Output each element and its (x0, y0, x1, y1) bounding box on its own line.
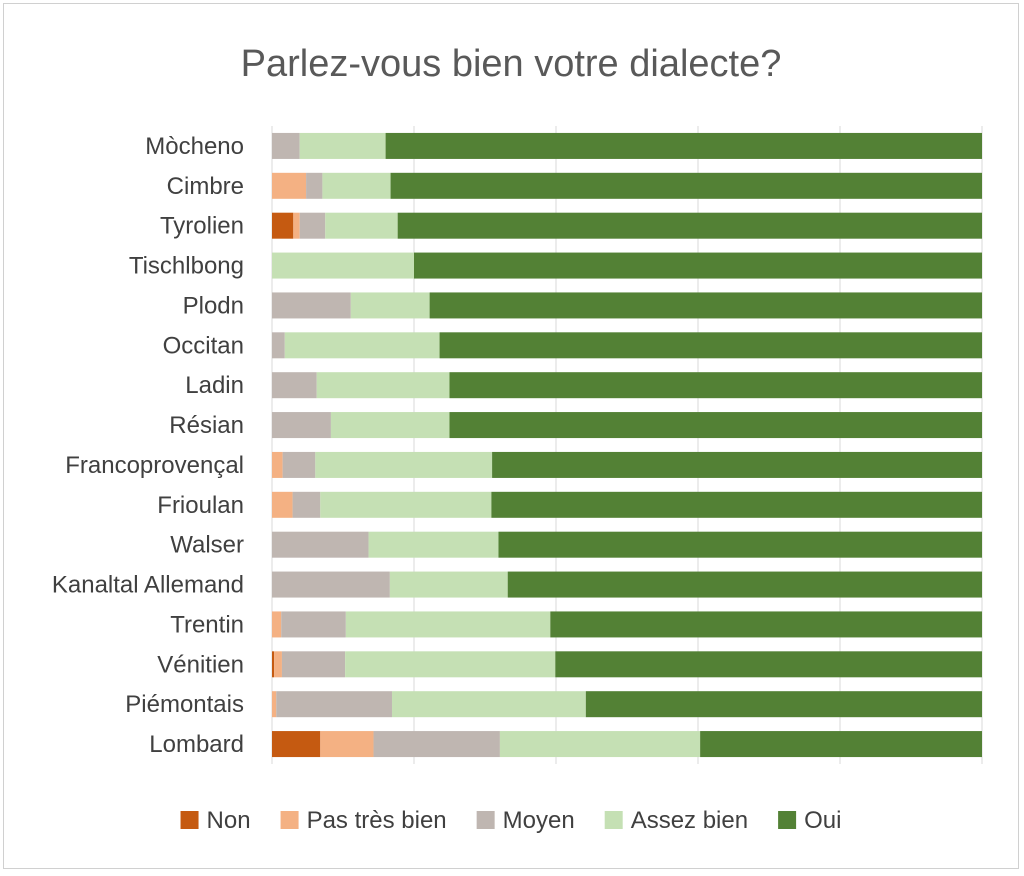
legend-label: Non (207, 807, 251, 834)
legend-swatch (280, 811, 299, 829)
category-label: Cimbre (167, 173, 244, 200)
bar-segment (284, 332, 440, 359)
bar-segment (350, 292, 430, 319)
bar-segment (306, 172, 323, 199)
legend-item: Moyen (476, 807, 575, 834)
bar-segment (272, 571, 390, 598)
bar-segment (272, 731, 321, 758)
bar-segment (282, 451, 316, 478)
legend-label: Oui (804, 807, 841, 834)
bar-segment (272, 611, 282, 638)
legend: Non Pas très bien Moyen Assez bien Oui (180, 807, 841, 834)
category-label: Walser (170, 532, 244, 559)
category-label: Piémontais (125, 691, 244, 718)
bar-segment (272, 651, 275, 678)
bar-segment (292, 491, 321, 518)
bar-segment (389, 571, 508, 598)
bar-segment (315, 451, 493, 478)
category-label: Kanaltal Allemand (52, 572, 244, 599)
bar-segment (345, 651, 556, 678)
category-label: Tischlbong (129, 253, 244, 280)
legend-item: Pas très bien (280, 807, 447, 834)
bar-segment (449, 372, 982, 399)
bar-segment (498, 531, 982, 558)
legend-swatch (604, 811, 623, 829)
bar-segment (499, 731, 701, 758)
bar-segment (272, 412, 331, 439)
category-label: Ladin (185, 372, 244, 399)
bar-segment (293, 212, 300, 239)
chart-title: Parlez-vous bien votre dialecte? (241, 43, 782, 85)
bar-segment (585, 691, 982, 718)
bar-segment (281, 651, 346, 678)
legend-item: Assez bien (604, 807, 748, 834)
bar-segment (272, 292, 351, 319)
bar-segment (299, 212, 326, 239)
category-labels: Mòcheno Cimbre Tyrolien Tischlbong Plodn Occi… (52, 133, 244, 758)
category-label: Trentin (170, 611, 244, 638)
category-label: Lombard (149, 731, 244, 758)
bar-segment (322, 172, 391, 199)
bar-segment (316, 372, 450, 399)
legend-label: Moyen (503, 807, 575, 834)
legend-swatch (180, 811, 199, 829)
bar-segment (272, 531, 369, 558)
bar-segment (439, 332, 982, 359)
category-label: Francoprovençal (65, 452, 244, 479)
bar-segment (272, 372, 317, 399)
legend-label: Pas très bien (307, 807, 447, 834)
bar-segment (491, 491, 982, 518)
bar-segment (320, 491, 492, 518)
bar-segment (272, 212, 294, 239)
bar-segment (299, 132, 386, 159)
bar-segment (272, 451, 283, 478)
bar-segment (391, 691, 586, 718)
category-label: Résian (169, 412, 244, 439)
bar-segment (345, 611, 551, 638)
legend-swatch (476, 811, 495, 829)
bar-segment (385, 132, 983, 159)
bar-segment (272, 132, 300, 159)
bar-segment (272, 491, 293, 518)
bar-segment (555, 651, 982, 678)
bar-segment (492, 451, 982, 478)
bar-segment (325, 212, 398, 239)
bar-segment (272, 691, 277, 718)
bar-segment (368, 531, 499, 558)
bar-segment (274, 651, 282, 678)
bar-segment (414, 252, 982, 279)
bar-segment (390, 172, 982, 199)
category-label: Mòcheno (145, 133, 244, 160)
category-label: Frioulan (157, 492, 244, 519)
bar-segment (397, 212, 982, 239)
legend-item: Oui (778, 807, 841, 834)
bar-segment (373, 731, 500, 758)
category-label: Tyrolien (160, 213, 244, 240)
bar-segment (320, 731, 374, 758)
bar-segment (272, 332, 285, 359)
bar-segment (429, 292, 982, 319)
bar-segment (281, 611, 346, 638)
legend-item: Non (180, 807, 251, 834)
bar-segment (507, 571, 982, 598)
bar-segment (276, 691, 392, 718)
category-label: Occitan (163, 332, 244, 359)
category-label: Plodn (183, 292, 244, 319)
bar-segment (449, 412, 982, 439)
category-label: Vénitien (157, 651, 244, 678)
bar-segment (550, 611, 982, 638)
bar-segment (272, 252, 414, 279)
bars (272, 132, 983, 758)
bar-segment (272, 172, 307, 199)
legend-swatch (778, 811, 797, 829)
bar-segment (330, 412, 450, 439)
legend-label: Assez bien (631, 807, 748, 834)
bar-segment (700, 731, 982, 758)
